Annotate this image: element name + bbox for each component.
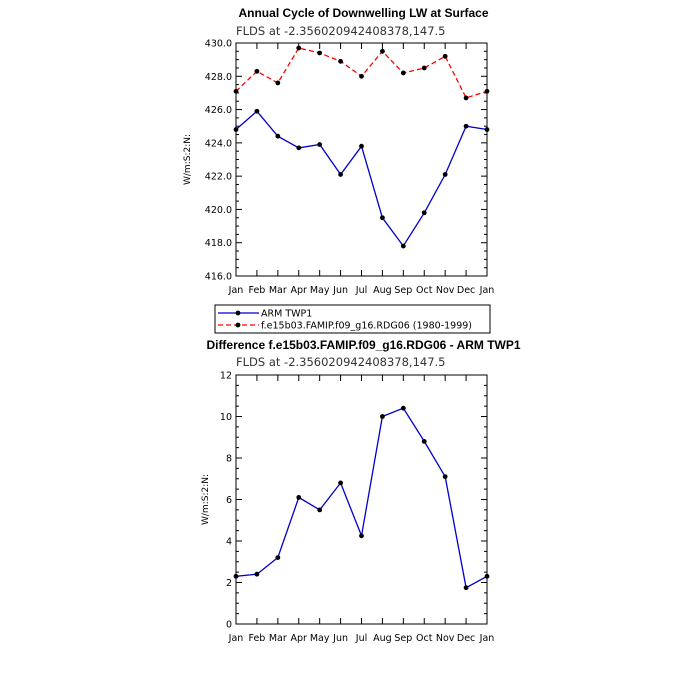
data-point xyxy=(359,143,364,149)
y-tick-label: 10 xyxy=(220,412,232,423)
x-tick-label: Jul xyxy=(355,285,367,296)
y-tick-label: 426.0 xyxy=(205,105,232,116)
y-tick-label: 2 xyxy=(226,578,232,589)
x-tick-label: Mar xyxy=(269,633,287,644)
data-point xyxy=(338,480,343,486)
x-tick-label: Sep xyxy=(394,633,412,644)
y-tick-label: 420.0 xyxy=(205,205,232,216)
data-point xyxy=(442,474,448,480)
y-tick-label: 6 xyxy=(226,495,232,506)
data-point xyxy=(421,65,427,71)
data-point xyxy=(254,68,260,74)
data-point xyxy=(463,123,469,129)
x-tick-label: Jan xyxy=(228,633,244,644)
x-tick-label: Jul xyxy=(355,633,367,644)
data-point xyxy=(338,58,343,64)
y-axis-label: W/m:S:2:N: xyxy=(183,134,193,185)
x-tick-label: Aug xyxy=(373,285,392,296)
x-tick-label: Dec xyxy=(457,285,475,296)
x-tick-label: Oct xyxy=(416,633,433,644)
data-point xyxy=(359,533,364,539)
x-tick-label: Apr xyxy=(291,633,308,644)
x-tick-label: Jan xyxy=(479,285,495,296)
y-axis-label: W/m:S:2:N: xyxy=(201,474,211,525)
data-point xyxy=(317,507,323,513)
data-point xyxy=(338,172,343,177)
y-tick-label: 424.0 xyxy=(205,138,232,149)
x-tick-label: Jan xyxy=(479,633,495,644)
y-tick-label: 416.0 xyxy=(205,272,232,283)
data-point xyxy=(380,414,385,419)
x-tick-label: May xyxy=(310,285,330,296)
series-line-1 xyxy=(235,110,488,248)
data-point xyxy=(254,571,260,577)
legend-entry-1: ARM TWP1 xyxy=(261,309,312,320)
x-tick-label: Sep xyxy=(394,285,412,296)
y-tick-label: 12 xyxy=(220,371,232,382)
chart-subtitle: FLDS at -2.356020942408378,147.5 xyxy=(236,24,446,38)
x-tick-label: Oct xyxy=(416,285,433,296)
legend-marker xyxy=(235,322,241,328)
x-tick-label: Feb xyxy=(249,633,266,644)
x-tick-label: Nov xyxy=(436,285,455,296)
chart-subtitle: FLDS at -2.356020942408378,147.5 xyxy=(236,355,446,369)
data-point xyxy=(400,243,406,249)
x-tick-label: Mar xyxy=(269,285,287,296)
series-line-1 xyxy=(235,407,488,589)
data-point xyxy=(463,95,469,101)
x-tick-label: Jan xyxy=(228,285,244,296)
legend-entry-2: f.e15b03.FAMIP.f09_g16.RDG06 (1980-1999) xyxy=(261,321,472,332)
data-point xyxy=(421,210,427,216)
data-point xyxy=(359,73,364,79)
data-point xyxy=(233,573,239,579)
data-point xyxy=(380,215,385,221)
data-point xyxy=(275,555,281,560)
x-tick-label: Nov xyxy=(436,633,455,644)
chart-title: Difference f.e15b03.FAMIP.f09_g16.RDG06 … xyxy=(206,338,520,352)
data-point xyxy=(421,439,427,444)
data-point xyxy=(380,48,385,54)
data-point xyxy=(463,585,469,591)
chart-panel-2: Difference f.e15b03.FAMIP.f09_g16.RDG06 … xyxy=(201,338,521,644)
data-point xyxy=(296,145,302,151)
series-line-2 xyxy=(235,47,488,99)
x-tick-label: Jun xyxy=(332,285,348,296)
data-point xyxy=(317,142,323,147)
data-point xyxy=(442,53,448,59)
x-tick-label: Aug xyxy=(373,633,392,644)
data-point xyxy=(254,108,260,114)
y-tick-label: 0 xyxy=(226,620,232,631)
data-point xyxy=(233,88,239,94)
data-point xyxy=(442,172,448,177)
data-point xyxy=(233,127,239,132)
y-tick-label: 8 xyxy=(226,454,232,465)
y-tick-label: 418.0 xyxy=(205,238,232,249)
y-tick-label: 430.0 xyxy=(205,39,232,50)
y-tick-label: 4 xyxy=(226,537,232,548)
y-tick-label: 428.0 xyxy=(205,72,232,83)
data-point xyxy=(484,88,490,94)
data-point xyxy=(296,45,302,51)
legend-box xyxy=(214,304,491,334)
x-tick-label: Jun xyxy=(332,633,348,644)
x-tick-label: Apr xyxy=(291,285,308,296)
chart-panel-1: Annual Cycle of Downwelling LW at Surfac… xyxy=(183,6,495,334)
chart-title: Annual Cycle of Downwelling LW at Surfac… xyxy=(238,6,488,20)
x-tick-label: Dec xyxy=(457,633,475,644)
data-point xyxy=(484,127,490,132)
data-point xyxy=(484,573,490,579)
data-point xyxy=(400,70,406,76)
data-point xyxy=(317,50,323,56)
data-point xyxy=(296,495,302,500)
y-tick-label: 422.0 xyxy=(205,172,232,183)
data-point xyxy=(275,80,281,86)
x-tick-label: May xyxy=(310,633,330,644)
data-point xyxy=(400,405,406,411)
data-point xyxy=(275,133,281,139)
legend-marker xyxy=(235,310,241,316)
x-tick-label: Feb xyxy=(249,285,266,296)
